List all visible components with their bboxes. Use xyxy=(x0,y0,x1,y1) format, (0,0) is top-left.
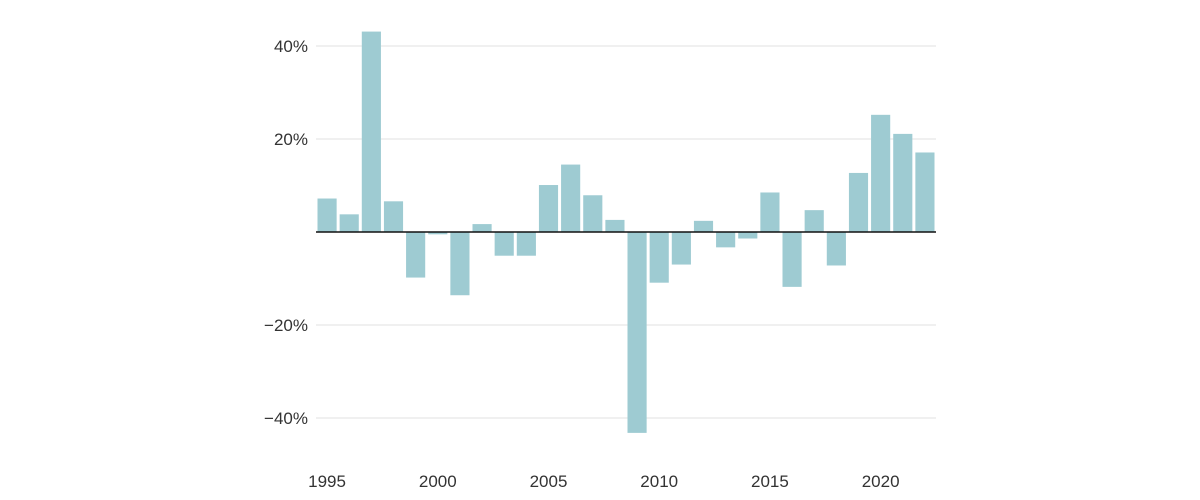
bar-2000 xyxy=(428,232,448,235)
x-tick-label: 2010 xyxy=(640,472,678,491)
bar-2021 xyxy=(893,133,913,232)
bar-2009 xyxy=(627,232,647,433)
bar-2020 xyxy=(871,114,891,232)
bar-2004 xyxy=(516,232,536,256)
bar-2006 xyxy=(561,164,581,232)
bar-2016 xyxy=(782,232,802,287)
bar-2003 xyxy=(494,232,514,256)
y-tick-label: 20% xyxy=(274,130,308,149)
bar-1999 xyxy=(406,232,426,278)
bar-2012 xyxy=(693,220,714,232)
bar-2002 xyxy=(472,224,492,232)
bar-2005 xyxy=(538,185,559,232)
bar-1998 xyxy=(383,201,404,232)
bar-2019 xyxy=(848,172,869,232)
bar-2022 xyxy=(915,152,935,232)
x-tick-label: 2000 xyxy=(419,472,457,491)
y-tick-label: 40% xyxy=(274,37,308,56)
bar-2011 xyxy=(671,232,691,265)
y-tick-label: −20% xyxy=(264,316,308,335)
x-tick-label: 2020 xyxy=(862,472,900,491)
x-tick-label: 2015 xyxy=(751,472,789,491)
y-tick-label: −40% xyxy=(264,409,308,428)
bar-2001 xyxy=(450,232,470,296)
x-axis-ticks: 1995 2000 2005 2010 2015 2020 xyxy=(308,472,899,491)
bars xyxy=(317,31,935,433)
y-axis-ticks: 40% 20% −20% −40% xyxy=(264,37,308,428)
x-tick-label: 2005 xyxy=(530,472,568,491)
x-tick-label: 1995 xyxy=(308,472,346,491)
bar-1997 xyxy=(361,31,381,232)
bar-2010 xyxy=(649,232,669,283)
bar-1995 xyxy=(317,198,337,232)
bar-2017 xyxy=(804,210,824,232)
bar-2013 xyxy=(716,232,736,248)
bar-2015 xyxy=(760,192,780,232)
bar-1996 xyxy=(339,214,359,232)
bar-2008 xyxy=(605,219,625,232)
bar-2014 xyxy=(738,232,758,239)
bar-2007 xyxy=(583,195,603,232)
bar-2018 xyxy=(826,232,846,266)
grid-lines xyxy=(316,45,936,419)
